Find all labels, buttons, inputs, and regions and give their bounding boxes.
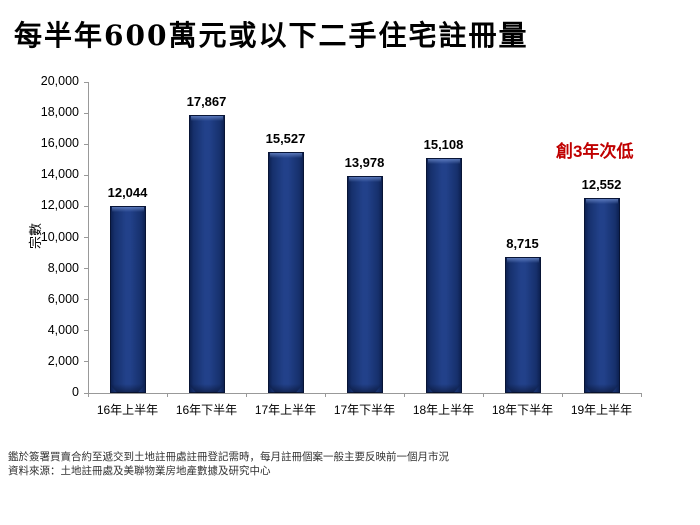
bar-value-label: 17,867 (186, 94, 227, 110)
y-tick-mark (84, 392, 88, 394)
bar (583, 197, 620, 393)
chart-title: 每半年600萬元或以下二手住宅註冊量 (14, 19, 529, 52)
annotation-text: 創3年次低 (556, 142, 634, 161)
y-tick-label: 16,000 (40, 136, 79, 151)
y-tick-mark (84, 299, 88, 301)
x-tick-label: 18年下半年 (491, 403, 554, 417)
y-tick-mark (84, 205, 88, 207)
y-tick-mark (84, 174, 88, 176)
x-tick-label: 19年上半年 (570, 403, 633, 417)
y-tick-label: 12,000 (40, 198, 79, 213)
x-tick-mark (562, 393, 563, 397)
y-tick-mark (84, 237, 88, 238)
y-tick-label: 14,000 (40, 167, 79, 182)
x-tick-label: 16年下半年 (175, 403, 238, 417)
x-tick-mark (167, 393, 168, 397)
footnote-line-1: 鑑於簽署買賣合約至遞交到土地註冊處註冊登記需時，每月註冊個案一般主要反映前一個月… (8, 451, 449, 463)
bar-value-label: 15,527 (265, 130, 306, 146)
bar-value-label: 13,978 (344, 154, 385, 170)
y-tick-label: 6,000 (47, 291, 79, 306)
bar-value-label: 12,552 (581, 176, 622, 192)
x-tick-mark (404, 393, 405, 397)
y-tick-label: 0 (72, 385, 79, 399)
y-tick-mark (84, 112, 88, 114)
y-tick-mark (84, 361, 88, 363)
x-tick-mark (246, 393, 247, 397)
y-tick-label: 18,000 (40, 105, 79, 120)
bar (504, 257, 541, 393)
bar-value-label: 8,715 (506, 236, 539, 252)
y-tick-label: 8,000 (47, 260, 79, 275)
x-tick-mark (483, 393, 484, 397)
x-tick-label: 16年上半年 (96, 403, 159, 417)
y-tick-label: 2,000 (47, 353, 79, 368)
y-axis-line (88, 82, 89, 393)
bar-value-label: 12,044 (107, 184, 148, 200)
bar (188, 115, 225, 393)
bar-value-label: 15,108 (423, 137, 464, 153)
footnote-line-2: 資料來源：土地註冊處及美聯物業房地產數據及研究中心 (8, 465, 271, 477)
x-tick-label: 17年上半年 (254, 403, 317, 417)
x-tick-mark (325, 393, 326, 397)
y-tick-label: 10,000 (40, 229, 79, 244)
x-tick-mark (88, 393, 89, 397)
x-tick-label: 18年上半年 (412, 403, 475, 417)
bar (425, 158, 462, 393)
y-tick-mark (84, 81, 88, 83)
x-axis-line (88, 393, 642, 394)
y-tick-label: 20,000 (40, 74, 79, 88)
y-tick-mark (84, 330, 88, 332)
x-tick-label: 17年下半年 (333, 403, 396, 417)
y-tick-mark (84, 268, 88, 270)
x-tick-mark (641, 393, 642, 397)
y-tick-label: 4,000 (47, 322, 79, 337)
bar (346, 175, 383, 393)
y-tick-mark (84, 143, 88, 145)
bar (109, 205, 146, 393)
bar (267, 151, 304, 393)
